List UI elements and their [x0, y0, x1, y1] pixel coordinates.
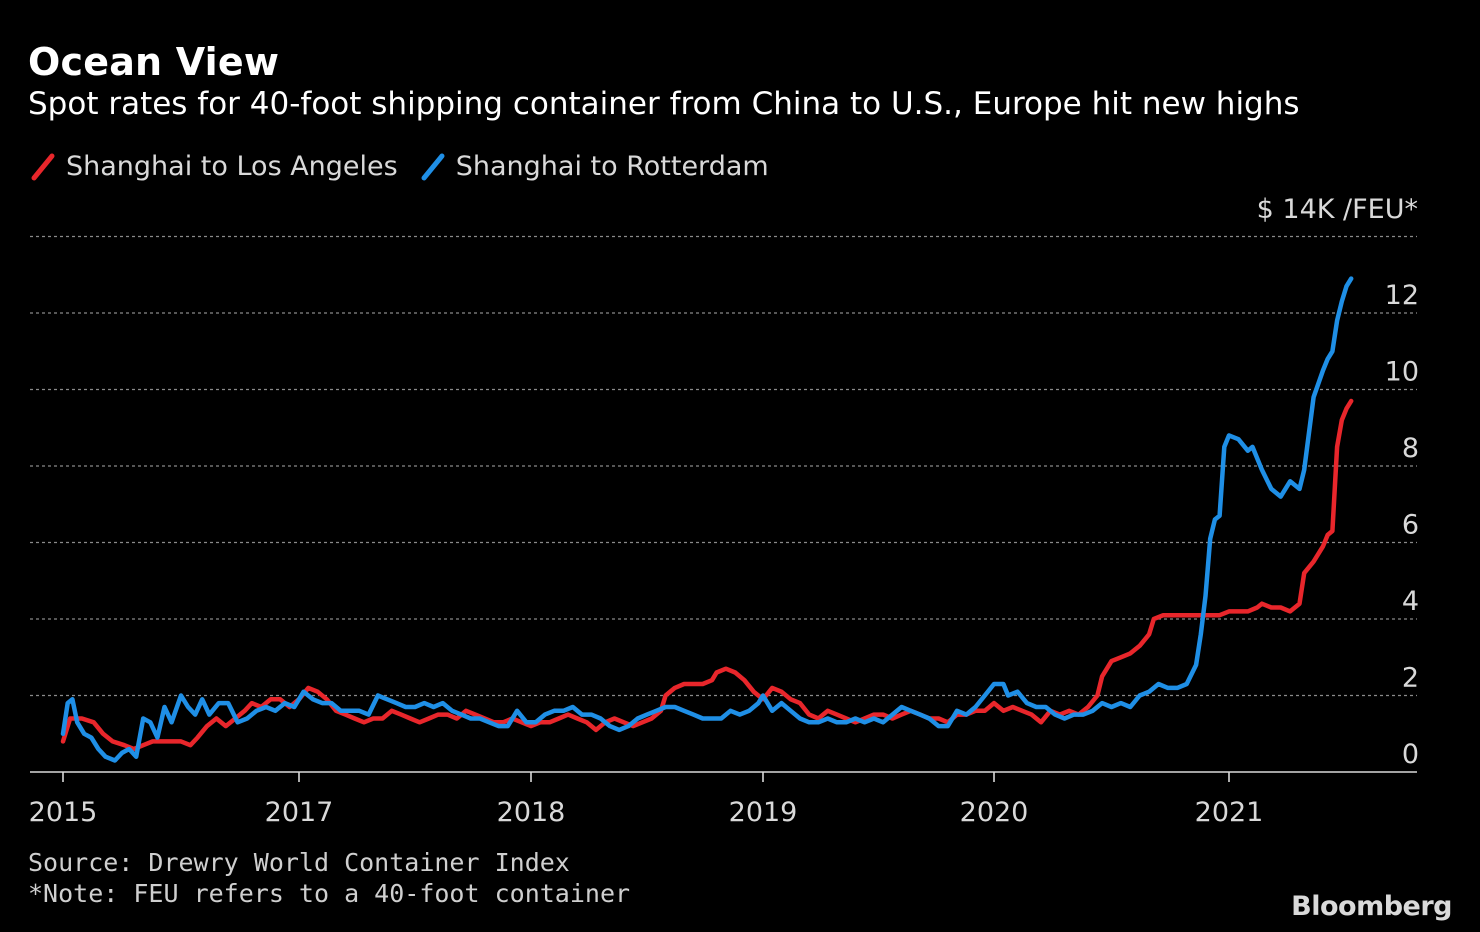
- y-tick-label-2: 2: [1402, 663, 1419, 694]
- x-tick-label-2021: 2021: [1195, 797, 1264, 828]
- legend-swatch-los-angeles: [31, 153, 55, 181]
- source-note: Source: Drewry World Container Index: [28, 848, 570, 877]
- y-tick-label-6: 6: [1402, 510, 1419, 541]
- y-axis-unit-label: $ 14K /FEU*: [1256, 194, 1418, 225]
- legend: Shanghai to Los Angeles Shanghai to Rott…: [30, 150, 791, 182]
- x-tick-label-2018: 2018: [497, 797, 566, 828]
- series-line-los-angeles: [60, 398, 1354, 752]
- series-line-rotterdam: [60, 276, 1354, 763]
- y-axis-ticks: 0 2 4 6 8 10 12: [1385, 280, 1419, 770]
- y-tick-label-12: 12: [1385, 280, 1419, 311]
- bloomberg-logo: Bloomberg: [1291, 891, 1452, 922]
- legend-swatch-rotterdam: [421, 153, 445, 181]
- y-tick-label-4: 4: [1402, 586, 1419, 617]
- gridlines: [30, 235, 1417, 697]
- y-tick-label-8: 8: [1402, 433, 1419, 464]
- line-chart: 0 2 4 6 8 10 12 2015 2017 2018 2019 2020 2021: [29, 235, 1419, 828]
- x-axis: 2015 2017 2018 2019 2020 2021: [29, 771, 1417, 828]
- x-tick-label-2017: 2017: [265, 797, 334, 828]
- chart-title: Ocean View: [28, 40, 280, 84]
- legend-item-los-angeles: Shanghai to Los Angeles: [30, 150, 398, 182]
- series-lines: [60, 276, 1354, 763]
- legend-item-rotterdam: Shanghai to Rotterdam: [420, 150, 769, 182]
- x-tick-label-2015: 2015: [29, 797, 98, 828]
- x-tick-label-2019: 2019: [729, 797, 798, 828]
- legend-label-los-angeles: Shanghai to Los Angeles: [66, 150, 398, 182]
- y-tick-label-10: 10: [1385, 357, 1419, 388]
- feu-note: *Note: FEU refers to a 40-foot container: [28, 879, 631, 908]
- y-tick-label-0: 0: [1402, 739, 1419, 770]
- legend-label-rotterdam: Shanghai to Rotterdam: [455, 150, 769, 182]
- chart-subtitle: Spot rates for 40-foot shipping containe…: [28, 86, 1300, 122]
- x-tick-label-2020: 2020: [960, 797, 1029, 828]
